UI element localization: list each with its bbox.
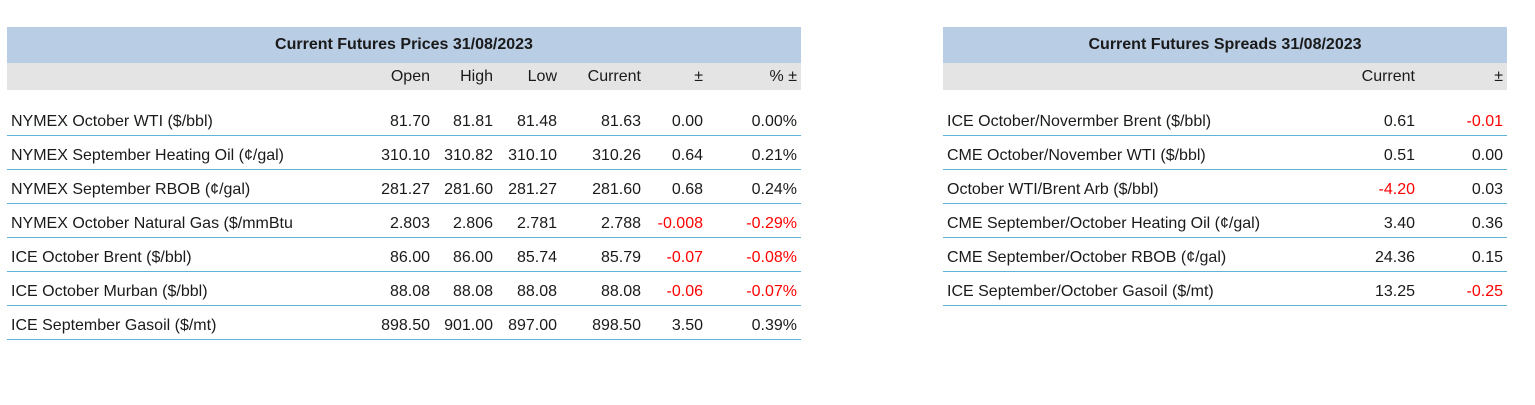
spreads-cell-change: 0.15	[1419, 237, 1508, 272]
prices-cell-current: 85.79	[561, 237, 645, 272]
spreads-cell-change: -0.01	[1419, 101, 1508, 136]
spreads-row: CME September/October RBOB (¢/gal) 24.36 0…	[943, 237, 1508, 272]
prices-cell-label: NYMEX October WTI ($/bbl)	[7, 101, 361, 136]
futures-spreads-panel: Current Futures Spreads 31/08/2023 Curre…	[943, 27, 1508, 306]
prices-cell-pct: 0.39%	[707, 305, 801, 340]
prices-cell-current: 81.63	[561, 101, 645, 136]
spreads-row: ICE September/October Gasoil ($/mt) 13.25…	[943, 271, 1508, 306]
prices-cell-open: 898.50	[361, 305, 434, 340]
prices-cell-change: -0.07	[645, 237, 707, 272]
prices-cell-change: 0.00	[645, 101, 707, 136]
prices-col-open: Open	[361, 63, 434, 90]
prices-cell-label: NYMEX September Heating Oil (¢/gal)	[7, 135, 361, 170]
prices-row: NYMEX October Natural Gas ($/mmBtu 2.803 2…	[7, 203, 801, 238]
prices-cell-pct: -0.08%	[707, 237, 801, 272]
spreads-row: CME October/November WTI ($/bbl) 0.51 0.00	[943, 135, 1508, 170]
prices-col-change: ±	[645, 63, 707, 90]
prices-cell-high: 81.81	[434, 101, 497, 136]
prices-cell-label: NYMEX September RBOB (¢/gal)	[7, 169, 361, 204]
prices-cell-pct: -0.07%	[707, 271, 801, 306]
prices-cell-current: 310.26	[561, 135, 645, 170]
prices-cell-change: -0.008	[645, 203, 707, 238]
prices-cell-high: 86.00	[434, 237, 497, 272]
prices-cell-label: ICE October Brent ($/bbl)	[7, 237, 361, 272]
prices-cell-open: 88.08	[361, 271, 434, 306]
futures-spreads-table: Current Futures Spreads 31/08/2023 Curre…	[943, 27, 1508, 306]
prices-cell-high: 310.82	[434, 135, 497, 170]
prices-cell-label: NYMEX October Natural Gas ($/mmBtu	[7, 203, 361, 238]
prices-cell-low: 897.00	[497, 305, 561, 340]
prices-cell-open: 281.27	[361, 169, 434, 204]
prices-row: ICE October Brent ($/bbl) 86.00 86.00 85.74…	[7, 237, 801, 272]
prices-row: ICE September Gasoil ($/mt) 898.50 901.00 8…	[7, 305, 801, 340]
prices-cell-open: 86.00	[361, 237, 434, 272]
prices-col-high: High	[434, 63, 497, 90]
spreads-cell-label: CME September/October RBOB (¢/gal)	[943, 237, 1353, 272]
spreads-cell-current: 24.36	[1353, 237, 1419, 272]
prices-cell-current: 2.788	[561, 203, 645, 238]
prices-col-low: Low	[497, 63, 561, 90]
prices-cell-high: 281.60	[434, 169, 497, 204]
prices-cell-pct: 0.21%	[707, 135, 801, 170]
prices-cell-open: 81.70	[361, 101, 434, 136]
spreads-cell-current: 0.61	[1353, 101, 1419, 136]
prices-cell-current: 281.60	[561, 169, 645, 204]
spreads-cell-change: 0.00	[1419, 135, 1508, 170]
prices-col-current: Current	[561, 63, 645, 90]
prices-row: NYMEX September RBOB (¢/gal) 281.27 281.60…	[7, 169, 801, 204]
prices-cell-low: 88.08	[497, 271, 561, 306]
prices-col-pct: % ±	[707, 63, 801, 90]
spreads-col-change: ±	[1419, 63, 1508, 90]
spreads-col-current: Current	[1353, 63, 1419, 90]
spreads-cell-label: ICE September/October Gasoil ($/mt)	[943, 271, 1353, 306]
prices-cell-change: 0.68	[645, 169, 707, 204]
spreads-cell-current: -4.20	[1353, 169, 1419, 204]
futures-prices-panel: Current Futures Prices 31/08/2023 Open H…	[7, 27, 801, 340]
prices-cell-label: ICE September Gasoil ($/mt)	[7, 305, 361, 340]
spreads-header-row: Current ±	[943, 63, 1508, 90]
prices-cell-open: 2.803	[361, 203, 434, 238]
prices-cell-pct: -0.29%	[707, 203, 801, 238]
prices-title: Current Futures Prices 31/08/2023	[7, 27, 801, 63]
prices-cell-change: -0.06	[645, 271, 707, 306]
prices-cell-change: 3.50	[645, 305, 707, 340]
prices-cell-pct: 0.00%	[707, 101, 801, 136]
spreads-cell-label: CME October/November WTI ($/bbl)	[943, 135, 1353, 170]
spreads-cell-label: CME September/October Heating Oil (¢/gal…	[943, 203, 1353, 238]
prices-cell-current: 898.50	[561, 305, 645, 340]
prices-cell-low: 85.74	[497, 237, 561, 272]
spreads-row: October WTI/Brent Arb ($/bbl) -4.20 0.03	[943, 169, 1508, 204]
spreads-cell-current: 0.51	[1353, 135, 1419, 170]
prices-cell-high: 901.00	[434, 305, 497, 340]
prices-cell-high: 88.08	[434, 271, 497, 306]
spreads-title: Current Futures Spreads 31/08/2023	[943, 27, 1508, 63]
prices-row: NYMEX October WTI ($/bbl) 81.70 81.81 81.48…	[7, 101, 801, 136]
spreads-cell-change: 0.36	[1419, 203, 1508, 238]
spreads-cell-change: -0.25	[1419, 271, 1508, 306]
prices-row: ICE October Murban ($/bbl) 88.08 88.08 88.0…	[7, 271, 801, 306]
prices-cell-low: 81.48	[497, 101, 561, 136]
prices-cell-high: 2.806	[434, 203, 497, 238]
futures-prices-table: Current Futures Prices 31/08/2023 Open H…	[7, 27, 801, 340]
spreads-col-label	[943, 63, 1353, 90]
prices-col-label	[7, 63, 361, 90]
prices-cell-low: 310.10	[497, 135, 561, 170]
prices-row: NYMEX September Heating Oil (¢/gal) 310.1…	[7, 135, 801, 170]
prices-cell-change: 0.64	[645, 135, 707, 170]
spreads-cell-current: 3.40	[1353, 203, 1419, 238]
prices-cell-current: 88.08	[561, 271, 645, 306]
prices-cell-low: 2.781	[497, 203, 561, 238]
spreads-cell-change: 0.03	[1419, 169, 1508, 204]
spreads-row: ICE October/Novermber Brent ($/bbl) 0.61-…	[943, 101, 1508, 136]
prices-header-row: Open High Low Current ± % ±	[7, 63, 801, 90]
spreads-cell-label: ICE October/Novermber Brent ($/bbl)	[943, 101, 1353, 136]
spreads-row: CME September/October Heating Oil (¢/gal…	[943, 203, 1508, 238]
prices-cell-label: ICE October Murban ($/bbl)	[7, 271, 361, 306]
prices-cell-low: 281.27	[497, 169, 561, 204]
spreads-cell-label: October WTI/Brent Arb ($/bbl)	[943, 169, 1353, 204]
spreads-cell-current: 13.25	[1353, 271, 1419, 306]
prices-cell-pct: 0.24%	[707, 169, 801, 204]
prices-cell-open: 310.10	[361, 135, 434, 170]
